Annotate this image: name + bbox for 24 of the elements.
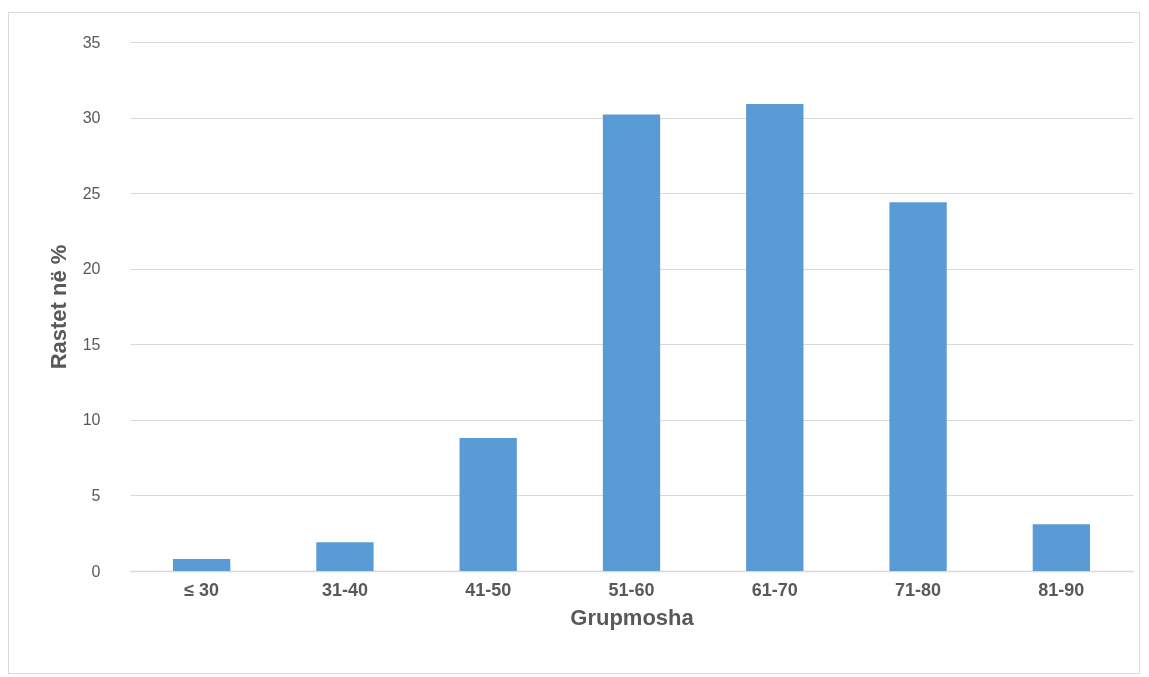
y-tick-label: 0 [91, 562, 101, 580]
x-tick-label: ≤ 30 [184, 579, 220, 600]
y-axis-title: Rastet në % [45, 244, 71, 370]
y-tick-label: 30 [82, 109, 101, 127]
y-tick-label: 25 [82, 184, 101, 202]
y-tick-label: 15 [82, 335, 101, 353]
bar [746, 103, 804, 571]
bar [316, 542, 374, 571]
y-tick-label: 5 [91, 486, 101, 504]
y-tick-label: 20 [82, 260, 101, 278]
bar [889, 202, 947, 571]
x-axis-title: Grupmosha [570, 604, 695, 630]
bar [1032, 524, 1091, 571]
y-tick-label: 10 [82, 411, 101, 429]
x-tick-label: 31-40 [321, 579, 368, 600]
bar [602, 114, 661, 571]
y-tick-label: 35 [82, 33, 101, 51]
x-tick-label: 71-80 [895, 579, 942, 600]
bar [172, 558, 231, 571]
bar [459, 437, 517, 571]
x-tick-label: 41-50 [465, 579, 512, 600]
x-tick-label: 61-70 [751, 579, 798, 600]
x-tick-label: 51-60 [608, 579, 655, 600]
x-tick-label: 81-90 [1038, 579, 1085, 600]
